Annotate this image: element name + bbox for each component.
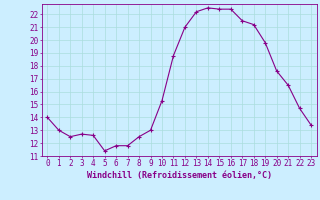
X-axis label: Windchill (Refroidissement éolien,°C): Windchill (Refroidissement éolien,°C) xyxy=(87,171,272,180)
